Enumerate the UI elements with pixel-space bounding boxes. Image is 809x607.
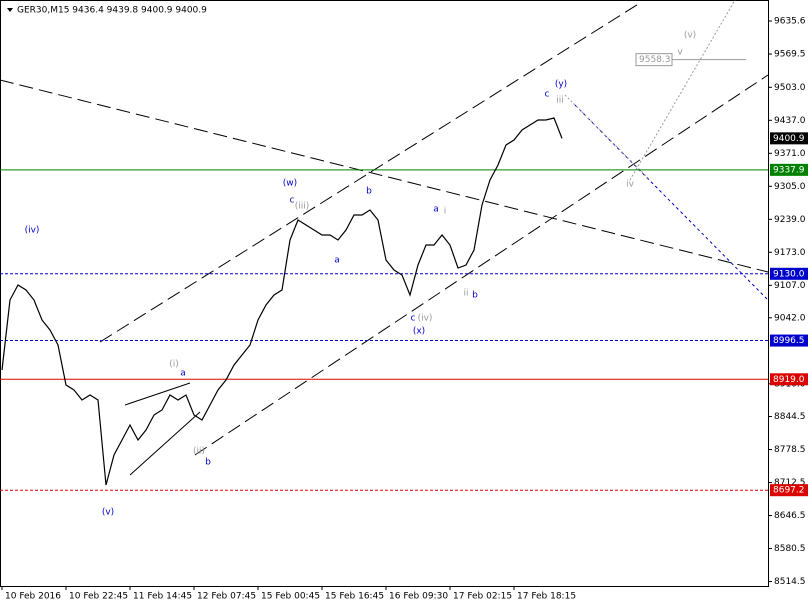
level-label-box: [770, 267, 808, 280]
wave-label: (v): [102, 508, 114, 518]
wave-label: iii: [556, 96, 564, 106]
wave-label: (iii): [295, 202, 310, 212]
wave-label: (ii): [193, 447, 205, 457]
wedge-line: [124, 382, 191, 406]
y-tick-label: 8646.5: [774, 511, 806, 521]
wave-label: a: [433, 205, 439, 215]
y-tick-label: 8778.5: [774, 445, 806, 455]
level-label-box: [770, 484, 808, 497]
wave-label: c: [411, 314, 416, 324]
x-tick-label: 10 Feb 22:45: [69, 592, 128, 602]
wave-label: (iv): [418, 314, 433, 324]
wave-label: (v): [684, 31, 696, 41]
level-label: 8996.5: [773, 336, 805, 346]
wave-label: b: [205, 458, 211, 468]
projection-line: [564, 94, 651, 181]
wave-label: a: [180, 369, 186, 379]
y-tick-label: 9371.0: [774, 149, 806, 159]
wave-label: (x): [413, 327, 425, 337]
x-tick-label: 17 Feb 02:15: [453, 592, 512, 602]
last-price-label: 9400.9: [773, 134, 805, 144]
wedge-line: [129, 411, 201, 476]
x-tick-label: 10 Feb 2016: [5, 592, 61, 602]
y-tick-label: 9042.0: [774, 313, 806, 323]
wave-label: (i): [169, 360, 179, 370]
trend-lines: [0, 2, 769, 476]
wave-label: c: [545, 90, 550, 100]
level-label-box: [770, 373, 808, 386]
header-icon: [7, 8, 13, 12]
y-tick-label: 9239.0: [774, 215, 806, 225]
price-line: [1, 117, 563, 486]
projection-line: [629, 0, 736, 181]
wave-label: b: [472, 291, 478, 301]
x-tick-label: 17 Feb 18:15: [517, 592, 576, 602]
level-label-box: [770, 334, 808, 347]
wave-label: c: [290, 196, 295, 206]
trend-line: [0, 79, 769, 273]
wave-label: (iv): [25, 226, 40, 236]
x-tick-label: 12 Feb 07:45: [197, 592, 256, 602]
y-tick-label: 8712.5: [774, 478, 806, 488]
wave-label: v: [677, 48, 683, 58]
wave-label: iv: [626, 180, 635, 190]
wave-label: ii: [463, 289, 468, 299]
y-tick-label: 8514.5: [774, 577, 806, 587]
last-price-label-box: [770, 132, 808, 145]
projection-line: [574, 104, 769, 301]
y-tick-label: 9305.0: [774, 182, 806, 192]
wave-label: (y): [555, 80, 567, 90]
level-label: 9337.9: [773, 165, 805, 175]
level-label: 9130.0: [773, 269, 805, 279]
trend-line: [194, 74, 769, 456]
wave-label: (w): [283, 179, 297, 189]
y-tick-label: 9635.6: [774, 17, 806, 27]
level-label-box: [770, 163, 808, 176]
y-tick-label: 8580.5: [774, 544, 806, 554]
wave-label: a: [334, 256, 340, 266]
y-tick-label: 9173.0: [774, 248, 806, 258]
y-tick-label: 9569.5: [774, 50, 806, 60]
wave-label: i: [444, 207, 447, 217]
chart-header: GER30,M15 9436.4 9439.8 9400.9 9400.9: [17, 6, 207, 16]
y-tick-label: 9437.0: [774, 116, 806, 126]
y-tick-label: 8844.5: [774, 412, 806, 422]
x-tick-label: 16 Feb 09:30: [389, 592, 448, 602]
x-tick-label: 11 Feb 14:45: [133, 592, 192, 602]
plot-frame: [0, 0, 769, 587]
trend-line: [99, 2, 641, 343]
level-label: 8919.0: [773, 375, 805, 385]
y-tick-label: 9107.0: [774, 281, 806, 291]
target-label: 9558.3: [639, 55, 671, 65]
level-label: 8697.2: [773, 486, 805, 496]
wave-label: b: [366, 187, 372, 197]
x-tick-label: 15 Feb 16:45: [325, 592, 384, 602]
x-tick-label: 15 Feb 00:45: [261, 592, 320, 602]
y-tick-label: 9503.0: [774, 83, 806, 93]
target-box: [635, 53, 673, 67]
